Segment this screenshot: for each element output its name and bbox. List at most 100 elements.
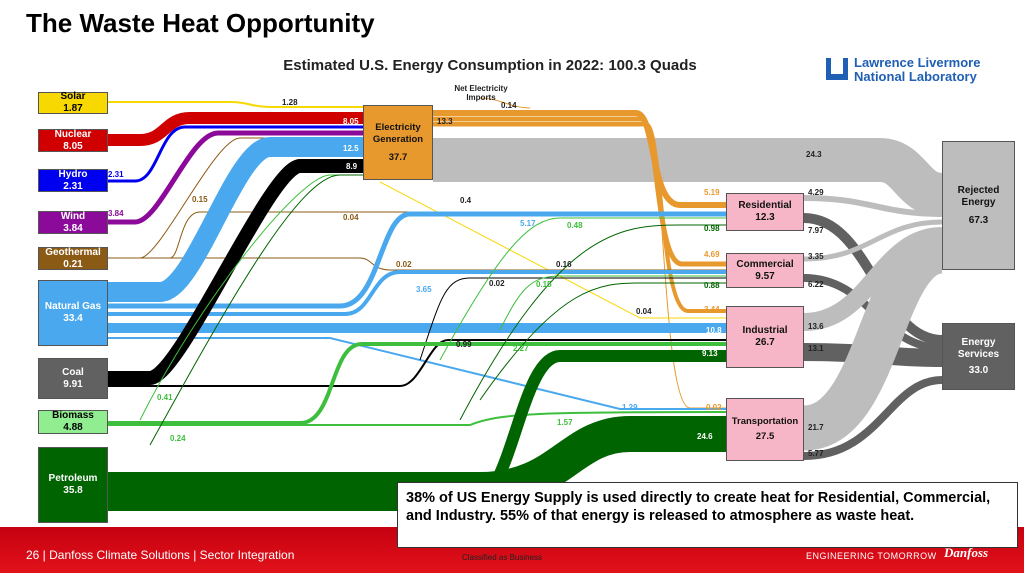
node-label: Energy Services (957, 336, 1000, 360)
node-value: 35.8 (63, 485, 83, 496)
logo-line1: Lawrence Livermore (854, 55, 981, 70)
node-value: 27.5 (755, 431, 775, 442)
flow-gas-to-elec (108, 137, 363, 302)
node-label: Residential (738, 200, 792, 211)
flow-value-label: 0.98 (704, 224, 720, 233)
flow-value-label: 0.99 (456, 340, 472, 349)
node-biomass: Biomass 4.88 (38, 410, 108, 434)
node-value: 9.57 (755, 270, 775, 282)
flow-value-label: 1.57 (557, 418, 573, 427)
flow-value-label: 24.3 (806, 150, 822, 159)
flow-value-label: 4.69 (704, 250, 720, 259)
node-rejected-energy: Rejected Energy 67.3 (942, 141, 1015, 270)
flow-biomass-to-transport (108, 411, 727, 426)
flow-coal-to-elec (108, 159, 363, 385)
node-petroleum: Petroleum 35.8 (38, 447, 108, 523)
flow-biomass-to-commercial (499, 275, 726, 331)
callout-note: 38% of US Energy Supply is used directly… (397, 482, 1018, 548)
flow-value-label: 2.27 (513, 344, 529, 353)
node-value: 33.4 (63, 313, 83, 324)
flow-gas-to-residential (108, 211, 726, 309)
node-label: Transportation (731, 416, 799, 427)
flow-value-label: 3.84 (108, 209, 124, 218)
flow-value-label: 10.8 (706, 326, 722, 335)
node-value: 4.88 (63, 422, 83, 433)
flow-hydro-to-elec (108, 125, 363, 183)
flow-transport-to-services (803, 376, 943, 460)
flow-value-label: 8.05 (343, 117, 359, 126)
node-value: 8.05 (63, 140, 83, 152)
flow-value-label: 0.04 (343, 213, 359, 222)
flow-gas-to-transport (108, 337, 726, 410)
flow-geo-to-commercial (108, 257, 726, 271)
node-label: Commercial (736, 258, 794, 270)
node-label: Biomass (52, 410, 94, 421)
flow-value-label: 9.13 (702, 349, 718, 358)
node-industrial: Industrial 26.7 (726, 306, 804, 368)
flow-biomass-to-elec (139, 174, 363, 421)
flow-commercial-to-rejected (803, 219, 943, 262)
node-label: Nuclear (54, 128, 92, 140)
flow-value-label: 13.3 (437, 117, 453, 126)
flow-value-label: 0.41 (157, 393, 173, 402)
flow-value-label: 0.02 (706, 403, 722, 412)
flow-biomass-to-residential (439, 217, 726, 361)
node-label: Electricity Generation (372, 121, 424, 145)
flow-value-label: 1.28 (282, 98, 298, 107)
flow-petroleum-to-commercial (479, 282, 726, 401)
flow-value-label: 6.22 (808, 280, 824, 289)
flow-value-label: 5.17 (520, 219, 536, 228)
node-value: 2.31 (63, 180, 83, 192)
flow-petroleum-to-elec (149, 174, 363, 446)
flow-transport-to-rejected (801, 228, 946, 451)
node-value: 9.91 (63, 378, 83, 390)
node-hydro: Hydro 2.31 (38, 169, 108, 192)
node-value: 12.3 (755, 212, 775, 223)
flow-wind-to-elec (108, 130, 363, 225)
flow-value-label: 8.9 (346, 162, 358, 171)
flow-elec-to-transport (433, 125, 726, 409)
node-label: Solar (60, 91, 86, 102)
flow-petroleum-to-residential (459, 224, 726, 421)
node-value: 26.7 (755, 337, 775, 348)
node-solar: Solar 1.87 (38, 91, 108, 114)
footer-classification: Classified as Business (462, 553, 543, 562)
node-electricity-generation: Electricity Generation 37.7 (363, 105, 433, 180)
flow-value-label: 3.35 (808, 252, 824, 261)
flow-elec-to-rejected (433, 138, 945, 217)
node-value: 3.84 (63, 222, 83, 234)
node-value: 37.7 (388, 151, 408, 163)
flow-geo-to-elec (108, 137, 363, 259)
flow-value-label: 4.29 (808, 188, 824, 197)
flow-value-label: 0.88 (704, 281, 720, 290)
node-value: 1.87 (63, 103, 83, 114)
node-value: 67.3 (968, 214, 989, 226)
flow-net-imports (479, 97, 531, 109)
flow-value-label: 0.02 (489, 279, 505, 288)
flow-value-label: 7.97 (808, 226, 824, 235)
llnl-logo-icon (826, 58, 848, 80)
node-label: Petroleum (48, 473, 98, 484)
flow-value-label: 0.14 (501, 101, 517, 110)
flow-value-label: 0.24 (170, 434, 186, 443)
llnl-logo: Lawrence Livermore National Laboratory (826, 56, 1006, 86)
flow-residential-to-rejected (803, 195, 943, 217)
flow-solar-to-elec (108, 101, 363, 108)
flow-value-label: 0.15 (192, 195, 208, 204)
node-nuclear: Nuclear 8.05 (38, 129, 108, 152)
node-value: 33.0 (968, 364, 989, 376)
node-label: Hydro (58, 168, 88, 180)
node-residential: Residential 12.3 (726, 193, 804, 231)
flow-value-label: 5.77 (808, 449, 824, 458)
chart-title: Estimated U.S. Energy Consumption in 202… (283, 57, 697, 74)
flow-value-label: 13.1 (808, 344, 824, 353)
flow-value-label: 12.5 (343, 144, 359, 153)
slide-title: The Waste Heat Opportunity (26, 8, 375, 38)
footer-slide-info: 26 | Danfoss Climate Solutions | Sector … (26, 548, 295, 562)
flow-coal-to-commercial (419, 277, 726, 361)
flow-value-label: 24.6 (697, 432, 713, 441)
flow-value-label: 1.29 (622, 403, 638, 412)
flow-value-label: 2.31 (108, 170, 124, 179)
flow-value-label: 0.4 (460, 196, 472, 205)
